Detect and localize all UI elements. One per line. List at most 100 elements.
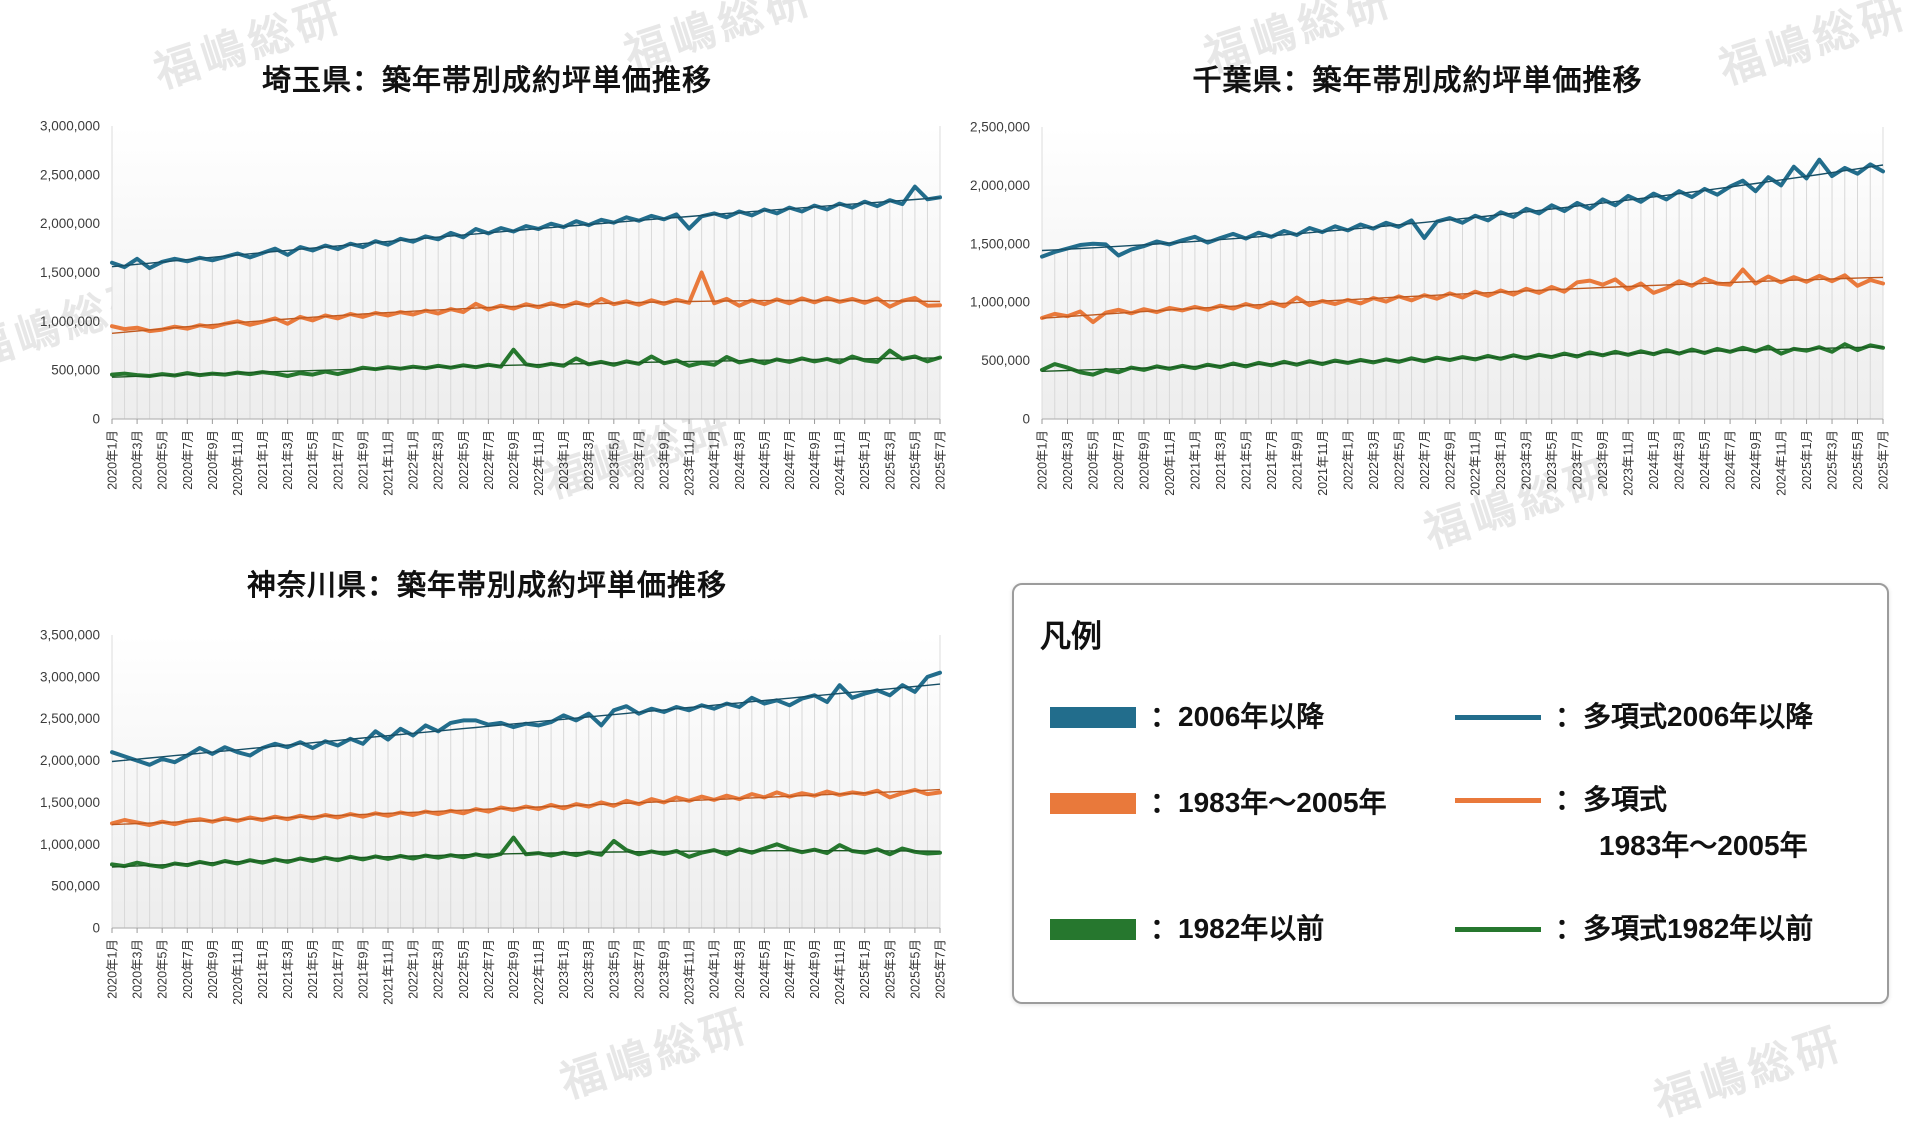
- svg-text:2025年1月: 2025年1月: [858, 430, 872, 490]
- svg-text:2021年1月: 2021年1月: [256, 939, 270, 999]
- svg-text:2020年3月: 2020年3月: [131, 430, 145, 490]
- svg-text:2020年1月: 2020年1月: [1036, 430, 1050, 490]
- svg-text:2021年7月: 2021年7月: [331, 939, 345, 999]
- svg-text:2024年11月: 2024年11月: [833, 939, 847, 1005]
- legend-label-trend-1983-2005-line2: 1983年〜2005年: [1599, 830, 1808, 861]
- svg-text:2023年9月: 2023年9月: [1596, 430, 1610, 490]
- svg-text:2021年9月: 2021年9月: [356, 430, 370, 490]
- svg-text:2025年7月: 2025年7月: [1877, 430, 1891, 490]
- svg-text:2023年7月: 2023年7月: [632, 430, 646, 490]
- svg-text:2023年11月: 2023年11月: [683, 430, 697, 496]
- svg-text:2024年7月: 2024年7月: [783, 430, 797, 490]
- svg-text:2021年9月: 2021年9月: [356, 939, 370, 999]
- legend-row-2006: ：2006年以降 ：多項式2006年以降: [1014, 691, 1887, 743]
- svg-text:2024年1月: 2024年1月: [1647, 430, 1661, 490]
- svg-text:2022年1月: 2022年1月: [407, 939, 421, 999]
- svg-text:2023年11月: 2023年11月: [683, 939, 697, 1005]
- svg-text:2022年9月: 2022年9月: [507, 430, 521, 490]
- legend-label-1982: ：1982年以前: [1150, 913, 1325, 944]
- svg-text:500,000: 500,000: [51, 879, 100, 894]
- svg-text:2025年1月: 2025年1月: [858, 939, 872, 999]
- svg-text:2024年5月: 2024年5月: [758, 939, 772, 999]
- svg-text:2022年5月: 2022年5月: [457, 430, 471, 490]
- svg-text:2022年3月: 2022年3月: [432, 939, 446, 999]
- chiba-chart-title: 千葉県：築年帯別成約坪単価推移: [1192, 65, 1643, 97]
- svg-text:2023年11月: 2023年11月: [1622, 430, 1636, 496]
- legend-swatch-trend-2006: [1455, 714, 1541, 720]
- svg-text:2023年7月: 2023年7月: [1571, 430, 1585, 490]
- svg-text:2021年7月: 2021年7月: [1265, 430, 1279, 490]
- svg-text:2024年1月: 2024年1月: [708, 939, 722, 999]
- saitama-chart-title: 埼玉県：築年帯別成約坪単価推移: [261, 65, 712, 97]
- saitama-chart: 埼玉県：築年帯別成約坪単価推移 0 500,000 1,000,000 1,500,0…: [27, 58, 947, 557]
- svg-text:2020年3月: 2020年3月: [131, 939, 145, 999]
- svg-text:2024年5月: 2024年5月: [1698, 430, 1712, 490]
- kanagawa-chart-plot: 0 500,000 1,000,000 1,500,000 2,000,000 2,500…: [40, 628, 948, 1005]
- legend-label-1983-2005: ：1983年〜2005年: [1150, 787, 1387, 818]
- svg-text:2022年11月: 2022年11月: [1469, 430, 1483, 496]
- svg-text:2023年1月: 2023年1月: [1494, 430, 1508, 490]
- svg-text:0: 0: [92, 921, 100, 936]
- svg-text:3,000,000: 3,000,000: [40, 669, 100, 684]
- svg-text:2020年1月: 2020年1月: [106, 430, 120, 490]
- svg-text:2023年3月: 2023年3月: [582, 939, 596, 999]
- svg-text:2025年1月: 2025年1月: [1800, 430, 1814, 490]
- svg-text:2021年3月: 2021年3月: [281, 939, 295, 999]
- svg-text:2021年3月: 2021年3月: [1214, 430, 1228, 490]
- svg-text:2,000,000: 2,000,000: [40, 216, 100, 231]
- svg-text:2020年7月: 2020年7月: [181, 939, 195, 999]
- svg-text:2023年5月: 2023年5月: [607, 430, 621, 490]
- svg-text:500,000: 500,000: [51, 363, 100, 378]
- svg-text:2022年7月: 2022年7月: [482, 430, 496, 490]
- svg-text:2023年3月: 2023年3月: [582, 430, 596, 490]
- svg-text:2021年5月: 2021年5月: [1239, 430, 1253, 490]
- svg-text:2024年3月: 2024年3月: [1673, 430, 1687, 490]
- svg-text:2025年3月: 2025年3月: [883, 430, 897, 490]
- kanagawa-chart: 神奈川県：築年帯別成約坪単価推移 0 500,000 1,000,000 1,500,…: [27, 563, 947, 1070]
- svg-text:2,500,000: 2,500,000: [970, 120, 1030, 135]
- svg-text:2,000,000: 2,000,000: [40, 753, 100, 768]
- chiba-chart: 千葉県：築年帯別成約坪単価推移 0 500,000 1,000,000 1,500,0…: [930, 58, 1905, 557]
- svg-text:2021年5月: 2021年5月: [306, 430, 320, 490]
- svg-text:0: 0: [1022, 412, 1030, 427]
- legend-label-trend-2006: ：多項式2006年以降: [1555, 701, 1814, 732]
- svg-text:2020年5月: 2020年5月: [156, 430, 170, 490]
- legend-row-1982: ：1982年以前 ：多項式1982年以前: [1014, 903, 1887, 955]
- legend-title: 凡例: [1040, 619, 1102, 654]
- svg-text:2024年9月: 2024年9月: [808, 939, 822, 999]
- svg-text:2020年5月: 2020年5月: [1086, 430, 1100, 490]
- svg-text:2023年5月: 2023年5月: [607, 939, 621, 999]
- kanagawa-chart-title: 神奈川県：築年帯別成約坪単価推移: [246, 570, 727, 602]
- svg-text:3,000,000: 3,000,000: [40, 119, 100, 134]
- svg-text:2021年9月: 2021年9月: [1290, 430, 1304, 490]
- svg-text:2021年3月: 2021年3月: [281, 430, 295, 490]
- svg-text:2020年5月: 2020年5月: [156, 939, 170, 999]
- legend-box: 凡例 ：2006年以降 ：多項式2006年以降 ：1983年〜2005年 ：多項…: [1012, 583, 1889, 1004]
- watermark-stamp: 福嶋総研: [1648, 1018, 1851, 1126]
- svg-text:2,000,000: 2,000,000: [970, 178, 1030, 193]
- svg-text:2024年9月: 2024年9月: [808, 430, 822, 490]
- svg-text:2020年11月: 2020年11月: [1163, 430, 1177, 496]
- svg-text:2025年7月: 2025年7月: [934, 939, 948, 999]
- svg-text:2,500,000: 2,500,000: [40, 167, 100, 182]
- svg-text:2022年1月: 2022年1月: [407, 430, 421, 490]
- svg-text:2023年9月: 2023年9月: [658, 430, 672, 490]
- svg-text:2022年9月: 2022年9月: [1443, 430, 1457, 490]
- svg-text:2022年3月: 2022年3月: [1367, 430, 1381, 490]
- legend-swatch-1983-2005: [1050, 792, 1136, 814]
- legend-swatch-2006: [1050, 706, 1136, 728]
- legend-swatch-trend-1982: [1455, 926, 1541, 932]
- legend-row-1983-2005: ：1983年〜2005年 ：多項式 1983年〜2005年: [1014, 777, 1887, 861]
- svg-text:2024年3月: 2024年3月: [733, 939, 747, 999]
- svg-text:2020年11月: 2020年11月: [231, 939, 245, 1005]
- svg-text:2020年9月: 2020年9月: [1137, 430, 1151, 490]
- svg-text:1,500,000: 1,500,000: [970, 236, 1030, 251]
- svg-text:1,500,000: 1,500,000: [40, 795, 100, 810]
- svg-text:2024年5月: 2024年5月: [758, 430, 772, 490]
- svg-text:2020年7月: 2020年7月: [1112, 430, 1126, 490]
- svg-text:2021年11月: 2021年11月: [382, 939, 396, 1005]
- svg-text:2022年7月: 2022年7月: [482, 939, 496, 999]
- svg-text:2023年5月: 2023年5月: [1545, 430, 1559, 490]
- svg-text:2021年7月: 2021年7月: [331, 430, 345, 490]
- svg-text:2024年9月: 2024年9月: [1749, 430, 1763, 490]
